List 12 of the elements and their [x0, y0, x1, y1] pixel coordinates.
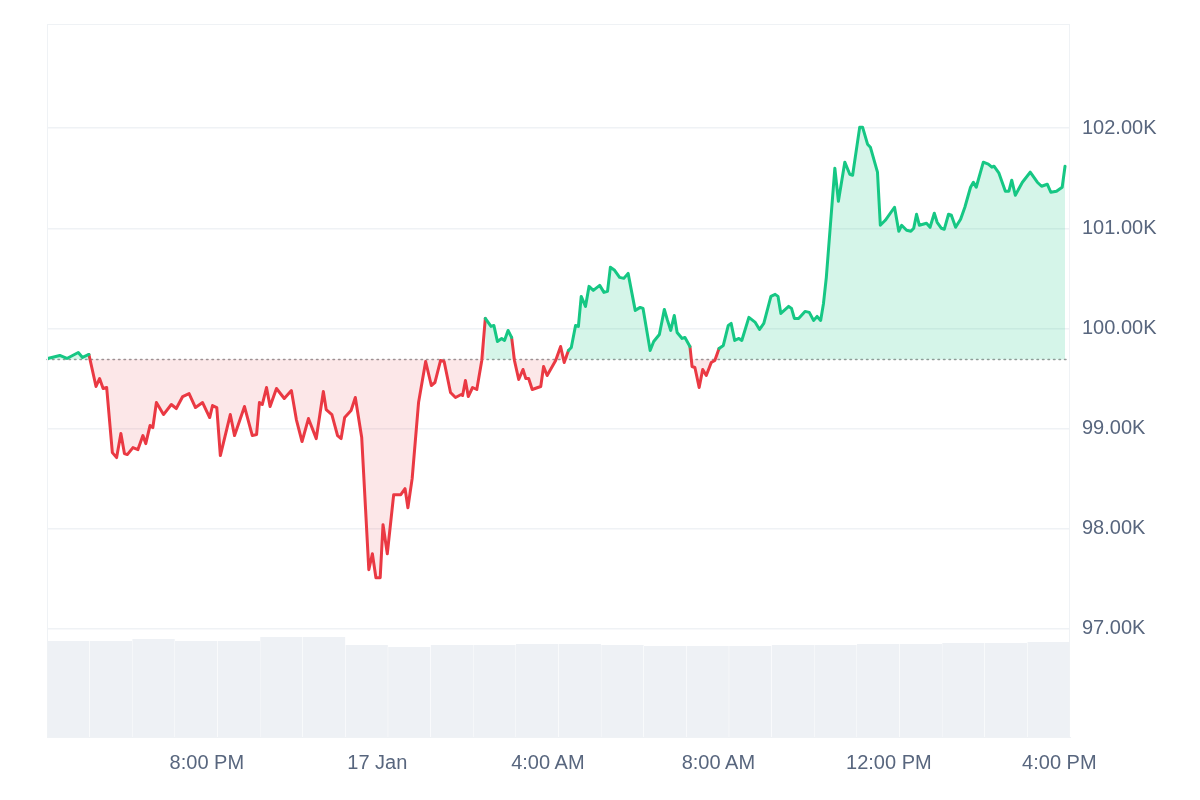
- y-tick-label: 100.00K: [1082, 315, 1158, 338]
- y-tick-label: 102.00K: [1082, 115, 1158, 138]
- y-tick-label: 101.00K: [1082, 215, 1158, 238]
- x-tick-label: 17 Jan: [347, 750, 408, 773]
- x-tick-label: 8:00 PM: [169, 750, 245, 773]
- y-tick-label: 97.00K: [1082, 616, 1147, 639]
- x-tick-label: 12:00 PM: [846, 750, 932, 773]
- x-tick-label: 4:00 AM: [511, 750, 585, 773]
- x-tick-label: 4:00 PM: [1022, 750, 1097, 773]
- y-tick-label: 98.00K: [1082, 516, 1147, 539]
- x-tick-label: 8:00 AM: [681, 750, 756, 773]
- y-tick-label: 99.00K: [1082, 416, 1147, 439]
